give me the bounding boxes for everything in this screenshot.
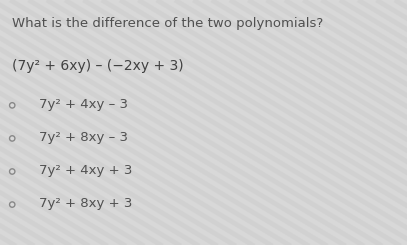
Text: 7y² + 4xy + 3: 7y² + 4xy + 3 xyxy=(39,164,132,177)
Text: (7y² + 6xy) – (−2xy + 3): (7y² + 6xy) – (−2xy + 3) xyxy=(12,59,184,73)
Text: 7y² + 4xy – 3: 7y² + 4xy – 3 xyxy=(39,98,128,111)
Text: What is the difference of the two polynomials?: What is the difference of the two polyno… xyxy=(12,17,324,30)
Text: 7y² + 8xy + 3: 7y² + 8xy + 3 xyxy=(39,197,132,210)
Text: 7y² + 8xy – 3: 7y² + 8xy – 3 xyxy=(39,131,128,144)
